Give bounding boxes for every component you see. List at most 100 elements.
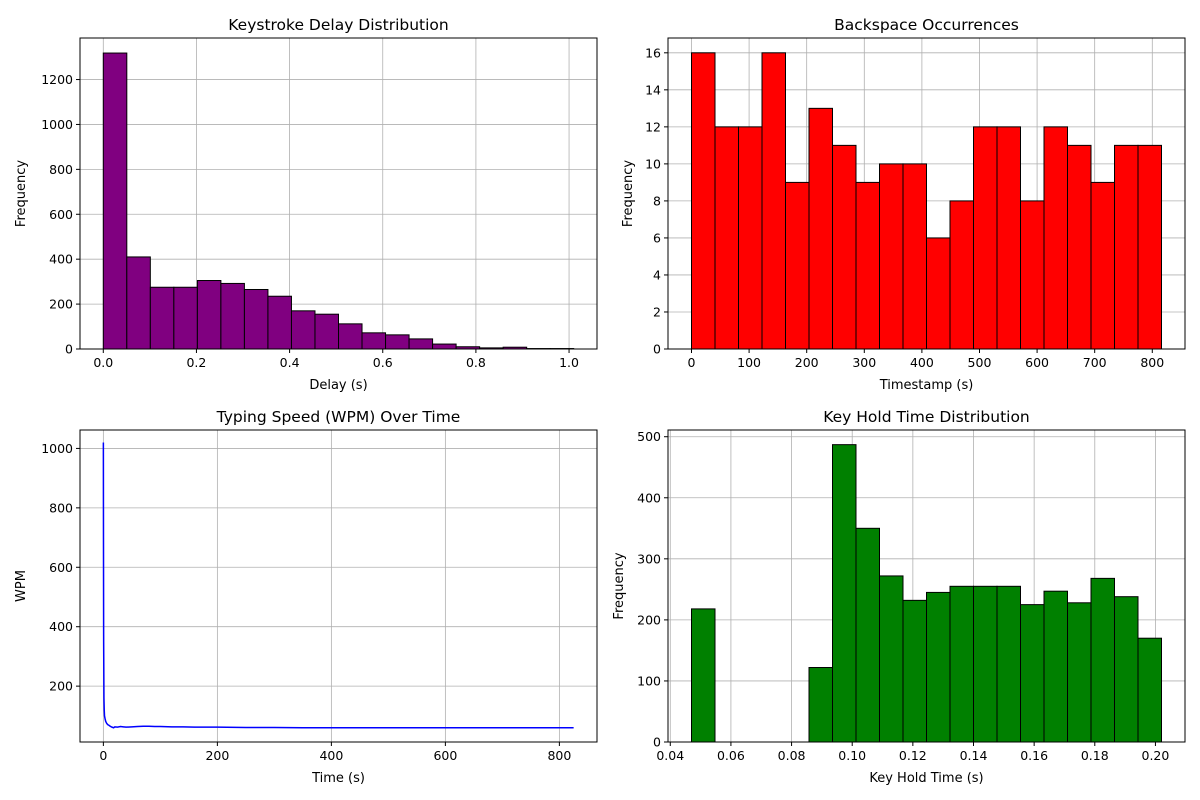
histogram-bar xyxy=(408,338,434,350)
x-tick-label: 100 xyxy=(737,355,761,370)
histogram-bar xyxy=(691,52,716,350)
x-tick-label: 0.20 xyxy=(1142,748,1170,763)
y-tick-label: 0 xyxy=(653,735,661,750)
x-tick-label: 600 xyxy=(1025,355,1049,370)
histogram-bar xyxy=(173,286,198,350)
y-tick-label: 2 xyxy=(653,304,661,319)
histogram-bar xyxy=(102,52,128,350)
y-tick-label: 400 xyxy=(49,619,73,634)
histogram-bar xyxy=(691,608,716,743)
wpm-series-line xyxy=(102,442,574,729)
histogram-bar xyxy=(808,107,833,350)
histogram-bar xyxy=(832,144,857,350)
chart-title: Keystroke Delay Distribution xyxy=(228,16,448,34)
axes-frame xyxy=(79,429,598,743)
x-tick-label: 800 xyxy=(1140,355,1164,370)
histogram-bar xyxy=(361,332,387,350)
x-tick-label: 500 xyxy=(968,355,992,370)
y-tick-label: 100 xyxy=(637,673,661,688)
chart-title: Backspace Occurrences xyxy=(834,16,1019,34)
histogram-bar xyxy=(385,334,410,350)
histogram-bar xyxy=(855,181,880,350)
y-tick-label: 800 xyxy=(49,500,73,515)
y-tick-label: 12 xyxy=(645,119,661,134)
axes-frame xyxy=(79,37,598,350)
y-tick-label: 8 xyxy=(653,193,661,208)
histogram-bar xyxy=(126,256,151,350)
histogram-bar xyxy=(1020,200,1045,350)
histogram-bar xyxy=(879,163,904,350)
y-tick-label: 200 xyxy=(49,679,73,694)
y-tick-label: 400 xyxy=(49,252,73,267)
y-tick-label: 600 xyxy=(49,560,73,575)
x-tick-label: 0.10 xyxy=(838,748,866,763)
y-tick-label: 1000 xyxy=(41,117,73,132)
y-tick-label: 10 xyxy=(645,156,661,171)
y-tick-label: 0 xyxy=(653,342,661,357)
x-tick-label: 0.16 xyxy=(1020,748,1048,763)
x-tick-label: 0.06 xyxy=(717,748,745,763)
x-axis-label: Timestamp (s) xyxy=(879,378,974,393)
histogram-bar xyxy=(832,444,857,743)
histogram-bar xyxy=(902,163,927,350)
x-tick-label: 0.18 xyxy=(1081,748,1109,763)
x-tick-label: 700 xyxy=(1083,355,1107,370)
y-tick-label: 200 xyxy=(637,612,661,627)
chart-panel-3: 0.04 0.06 0.08 0.10 0.12 0.14 0.16 0.18 0.20 0 100… xyxy=(612,408,1186,786)
x-tick-label: 0.12 xyxy=(899,748,927,763)
x-tick-label: 200 xyxy=(205,748,229,763)
histogram-bar xyxy=(1067,602,1092,743)
histogram-bar xyxy=(149,286,175,350)
x-tick-label: 0 xyxy=(99,748,107,763)
x-tick-label: 800 xyxy=(547,748,571,763)
y-tick-label: 800 xyxy=(49,162,73,177)
chart-title: Typing Speed (WPM) Over Time xyxy=(216,408,461,426)
x-tick-label: 0.2 xyxy=(186,355,206,370)
y-tick-label: 6 xyxy=(653,230,661,245)
y-tick-label: 1200 xyxy=(41,72,73,87)
y-axis-label: Frequency xyxy=(14,160,29,227)
y-axis-label: Frequency xyxy=(621,160,636,227)
histogram-bar xyxy=(761,52,786,350)
histogram-bar xyxy=(432,343,457,350)
histogram-bar xyxy=(220,282,245,350)
axes-frame xyxy=(667,429,1186,743)
y-axis-label: Frequency xyxy=(612,552,627,619)
histogram-bar xyxy=(1137,637,1162,743)
x-tick-label: 600 xyxy=(433,748,457,763)
x-axis-label: Key Hold Time (s) xyxy=(869,771,983,786)
x-tick-label: 0.04 xyxy=(656,748,684,763)
x-tick-label: 0.08 xyxy=(778,748,806,763)
x-axis-label: Time (s) xyxy=(311,771,365,786)
histogram-bar xyxy=(973,585,998,743)
histogram-bar xyxy=(949,200,974,350)
histogram-bar xyxy=(926,237,951,350)
histogram-bar xyxy=(1067,144,1092,350)
chart-panel-0: 0.0 0.2 0.4 0.6 0.8 1.0 0 200 400 600 800 1000 1200 K… xyxy=(14,16,598,393)
x-tick-label: 0.6 xyxy=(373,355,393,370)
x-tick-label: 1.0 xyxy=(559,355,579,370)
y-axis-label: WPM xyxy=(14,570,29,602)
histogram-bar xyxy=(738,126,763,350)
histogram-bar xyxy=(949,585,974,743)
x-tick-label: 0.4 xyxy=(280,355,300,370)
histogram-bar xyxy=(808,667,833,743)
histogram-bar xyxy=(902,599,927,743)
x-tick-label: 300 xyxy=(852,355,876,370)
x-tick-label: 0 xyxy=(688,355,696,370)
x-tick-label: 400 xyxy=(319,748,343,763)
x-tick-label: 0.14 xyxy=(960,748,988,763)
histogram-bar xyxy=(879,575,904,743)
y-tick-label: 4 xyxy=(653,267,661,282)
y-tick-label: 300 xyxy=(637,551,661,566)
y-tick-label: 14 xyxy=(645,82,661,97)
histogram-bar xyxy=(338,323,363,350)
y-tick-label: 16 xyxy=(645,45,661,60)
y-tick-label: 200 xyxy=(49,297,73,312)
histogram-bar xyxy=(996,126,1021,350)
histogram-bar xyxy=(267,295,292,350)
axes-frame xyxy=(667,37,1186,350)
histogram-bar xyxy=(1137,144,1162,350)
x-tick-label: 0.8 xyxy=(466,355,486,370)
